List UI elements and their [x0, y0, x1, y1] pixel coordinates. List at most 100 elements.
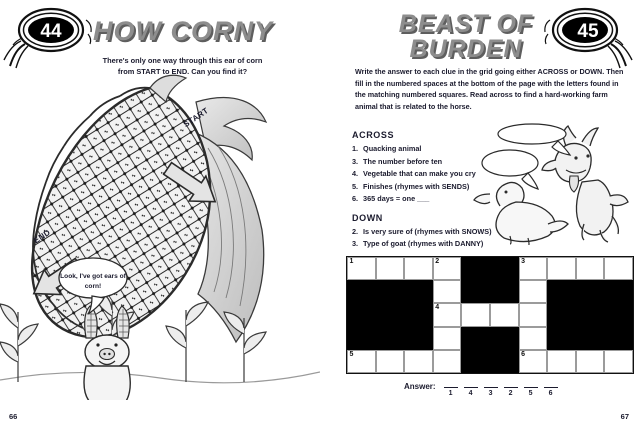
crossword-cell-open[interactable] [604, 257, 633, 281]
crossword-cell-blocked [489, 280, 519, 304]
right-page-instructions: Write the answer to each clue in the gri… [355, 67, 624, 111]
crossword-cell-blocked [375, 280, 405, 304]
crossword-cell-blocked [489, 326, 519, 350]
crossword-cell-open[interactable]: 1 [347, 257, 376, 281]
clue-text: 365 days = one ___ [363, 194, 430, 204]
left-page-title: HOW CORNY [93, 16, 273, 46]
clue-item: 2. Is very sure of (rhymes with SNOWS) [352, 226, 552, 239]
crossword-cell-open[interactable] [404, 349, 433, 373]
crossword-cell-open[interactable]: 2 [432, 257, 462, 281]
clue-number: 4. [352, 169, 359, 179]
crossword-cell-number: 2 [435, 258, 440, 265]
crossword-cell-blocked [547, 326, 576, 350]
answer-blank[interactable]: 4 [463, 381, 478, 397]
answer-blank-line [483, 381, 498, 388]
answer-blank-number: 6 [548, 389, 553, 397]
answer-blank-number: 1 [448, 389, 453, 397]
across-clue-list: 1. Quacking animal 3. The number before … [352, 143, 552, 206]
answer-blank-line [523, 381, 538, 388]
answer-label: Answer: [404, 382, 436, 391]
right-page-title: BEAST OF BURDEN [336, 12, 596, 62]
answer-blank[interactable]: 2 [503, 381, 518, 397]
clue-number: 3. [352, 156, 359, 166]
crossword-cell-open[interactable] [375, 257, 405, 281]
crossword-cell-open[interactable] [432, 349, 462, 373]
clue-item: 4. Vegetable that can make you cry [352, 168, 552, 181]
badge-number-text: 45 [577, 21, 599, 42]
answer-blanks[interactable]: 1 4 3 2 5 6 [443, 381, 558, 397]
answer-line: Answer: 1 4 3 2 5 6 [404, 381, 558, 397]
crossword-cell-blocked [404, 303, 433, 327]
crossword-cell-blocked [547, 303, 576, 327]
crossword-cell-open[interactable] [575, 349, 605, 373]
crossword-cell-open[interactable] [375, 349, 405, 373]
clue-item: 3. The number before ten [352, 156, 552, 169]
crossword-cell-open[interactable]: 3 [518, 257, 548, 281]
answer-blank[interactable]: 6 [543, 381, 558, 397]
crossword-cell-open[interactable]: 6 [518, 349, 548, 373]
title-line-1: BEAST OF [398, 10, 534, 38]
clue-text: Finishes (rhymes with SENDS) [363, 181, 470, 191]
crossword-cell-blocked [575, 326, 605, 350]
answer-blank-line [543, 381, 558, 388]
crossword-cell-open[interactable] [518, 326, 548, 350]
crossword-cell-open[interactable] [518, 303, 548, 327]
page-number-right: 67 [620, 412, 629, 421]
corn-maze-illustration [0, 60, 320, 400]
puzzle-number-badge-45: 45 [542, 4, 634, 70]
clue-number: 5. [352, 181, 359, 191]
crossword-cell-open[interactable] [604, 349, 633, 373]
clue-number: 1. [352, 144, 359, 153]
down-heading: DOWN [352, 212, 383, 223]
crossword-cell-number: 5 [349, 350, 354, 358]
crossword-cell-number: 3 [521, 258, 525, 265]
answer-blank-number: 4 [468, 389, 473, 397]
badge-number-text: 44 [40, 21, 62, 42]
answer-blank[interactable]: 3 [483, 381, 498, 397]
clue-item: 6. 365 days = one ___ [352, 193, 552, 206]
clue-text: Vegetable that can make you cry [363, 169, 476, 179]
crossword-cell-blocked [375, 326, 405, 350]
crossword-cell-open[interactable] [432, 326, 462, 350]
clue-text: Quacking animal [363, 144, 422, 153]
crossword-cell-open[interactable] [547, 349, 576, 373]
crossword-cell-open[interactable] [489, 303, 519, 327]
crossword-cell-blocked [347, 326, 376, 350]
crossword-cell-blocked [604, 326, 633, 350]
crossword-cell-blocked [347, 280, 376, 304]
answer-blank[interactable]: 5 [523, 381, 538, 397]
crossword-cell-blocked [461, 280, 490, 304]
crossword-cell-blocked [489, 349, 519, 373]
left-page: 44 HOW CORNY There's only one way throug… [0, 4, 320, 421]
answer-blank-line [503, 381, 518, 388]
goat-and-duck-illustration [470, 120, 640, 245]
answer-blank-number: 3 [488, 389, 493, 397]
crossword-cell-open[interactable] [547, 257, 576, 281]
answer-blank-number: 2 [508, 389, 513, 397]
crossword-cell-open[interactable] [432, 280, 462, 304]
crossword-cell-open[interactable] [518, 280, 548, 304]
puzzle-number-badge-44: 44 [2, 4, 94, 70]
clues-section: ACROSS 1. Quacking animal 3. The number … [352, 130, 552, 251]
answer-blank-number: 5 [528, 389, 533, 397]
crossword-cell-open[interactable]: 4 [432, 303, 462, 327]
crossword-cell-number: 6 [521, 350, 525, 358]
clue-number: 6. [352, 194, 359, 204]
crossword-cell-blocked [347, 303, 376, 327]
page-number-left: 66 [9, 412, 18, 421]
crossword-cell-open[interactable]: 5 [347, 349, 376, 373]
crossword-cell-blocked [547, 280, 576, 304]
crossword-grid[interactable]: 1 2 3 4 5 6 [346, 256, 634, 374]
answer-blank-line [463, 381, 478, 388]
crossword-cell-open[interactable] [404, 257, 433, 281]
clue-number: 2. [352, 226, 359, 236]
crossword-cell-open[interactable] [575, 257, 605, 281]
crossword-cell-blocked [489, 257, 519, 281]
clue-item: 1. Quacking animal [352, 143, 552, 156]
crossword-cell-blocked [404, 326, 433, 350]
pig-speech-bubble-text: Look, I've got ears of corn! [60, 273, 126, 290]
clue-number: 3. [352, 239, 359, 249]
crossword-cell-blocked [461, 257, 490, 281]
answer-blank[interactable]: 1 [443, 381, 458, 397]
crossword-cell-open[interactable] [461, 303, 490, 327]
